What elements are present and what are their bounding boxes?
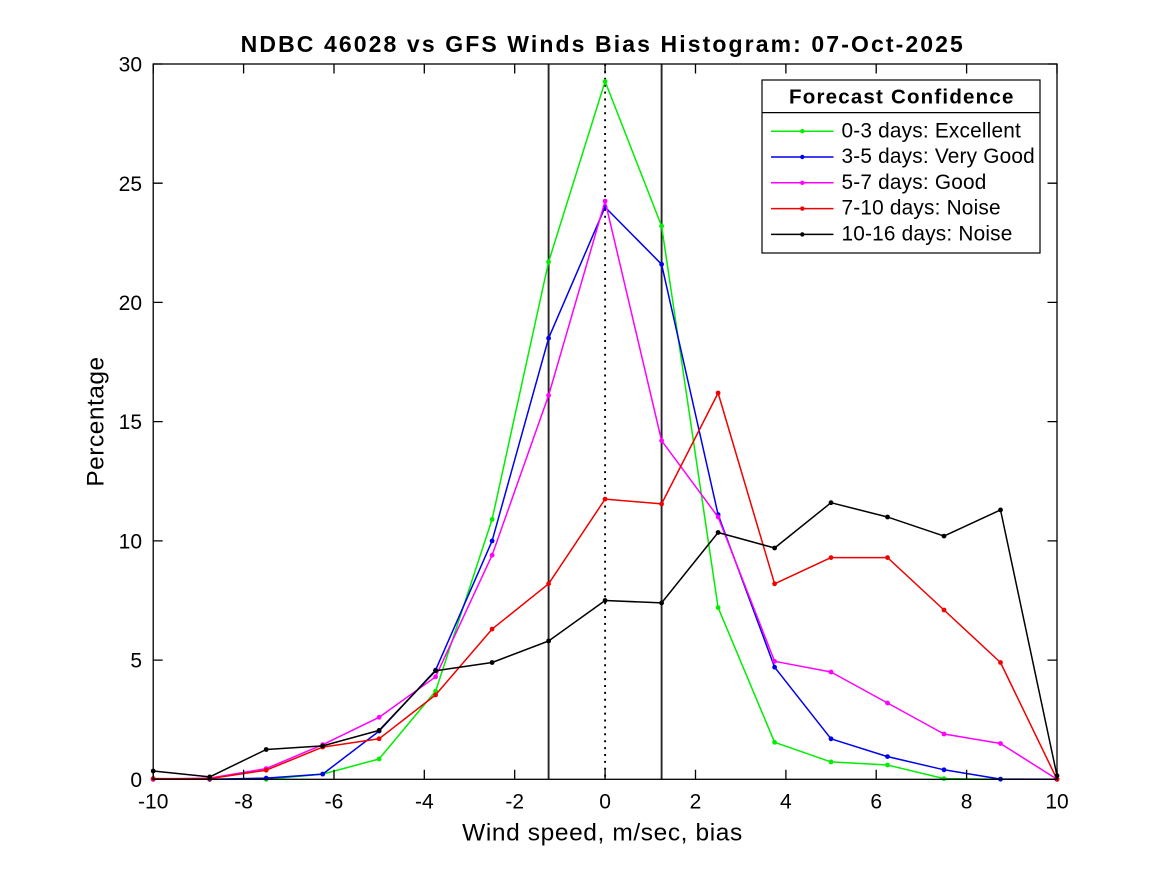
- svg-text:NDBC 46028 vs GFS Winds Bias H: NDBC 46028 vs GFS Winds Bias Histogram: …: [241, 31, 965, 57]
- svg-text:-8: -8: [234, 790, 253, 813]
- svg-text:3-5 days: Very Good: 3-5 days: Very Good: [842, 145, 1035, 168]
- svg-text:7-10 days: Noise: 7-10 days: Noise: [842, 197, 1001, 220]
- svg-text:8: 8: [961, 790, 973, 813]
- svg-text:Percentage: Percentage: [83, 356, 110, 486]
- svg-text:25: 25: [119, 173, 142, 196]
- svg-text:15: 15: [119, 411, 142, 434]
- svg-text:10: 10: [1045, 790, 1068, 813]
- svg-text:6: 6: [870, 790, 882, 813]
- svg-text:-4: -4: [415, 790, 434, 813]
- svg-text:Forecast Confidence: Forecast Confidence: [789, 85, 1015, 108]
- svg-text:0: 0: [130, 769, 142, 792]
- svg-text:4: 4: [780, 790, 792, 813]
- svg-text:-6: -6: [325, 790, 344, 813]
- svg-text:0-3 days: Excellent: 0-3 days: Excellent: [842, 119, 1022, 142]
- svg-text:-10: -10: [138, 790, 168, 813]
- svg-text:5-7 days: Good: 5-7 days: Good: [842, 171, 987, 194]
- svg-text:20: 20: [119, 292, 142, 315]
- svg-text:-2: -2: [505, 790, 524, 813]
- svg-text:5: 5: [130, 650, 142, 673]
- svg-text:2: 2: [690, 790, 702, 813]
- svg-text:0: 0: [599, 790, 611, 813]
- svg-text:30: 30: [119, 54, 142, 77]
- svg-text:10: 10: [119, 531, 142, 554]
- svg-text:Wind speed, m/sec, bias: Wind speed, m/sec, bias: [462, 820, 743, 847]
- svg-text:10-16 days: Noise: 10-16 days: Noise: [842, 223, 1013, 246]
